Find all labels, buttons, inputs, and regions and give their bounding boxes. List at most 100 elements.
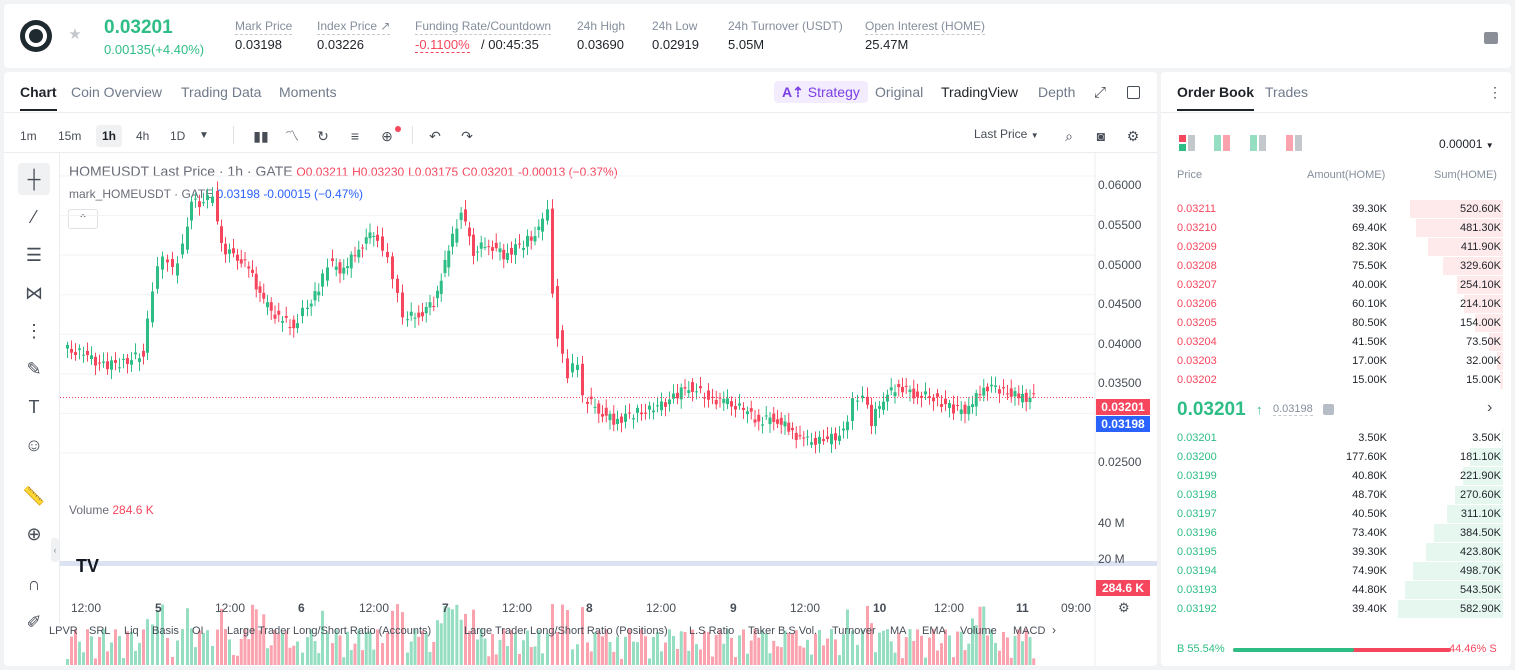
tab-original[interactable]: Original — [875, 84, 924, 100]
mid-mark-price[interactable]: 0.03198 — [1273, 403, 1313, 416]
indicator-button[interactable]: SRL — [89, 625, 111, 637]
indicator-button[interactable]: LPVR — [49, 625, 78, 637]
indicators-icon[interactable]: 〽 — [285, 128, 299, 144]
tab-chart[interactable]: Chart — [20, 84, 57, 111]
indicator-button[interactable]: Volume — [960, 625, 997, 637]
tab-order-book[interactable]: Order Book — [1177, 84, 1255, 111]
tab-trades[interactable]: Trades — [1265, 84, 1309, 100]
indicator-button[interactable]: Large Trader Long/Short Ratio (Accounts) — [227, 625, 432, 637]
indicator-button[interactable]: L.S Ratio — [689, 625, 735, 637]
trendline-icon[interactable]: ⁄ — [32, 207, 36, 227]
ask-row[interactable]: 0.03204 41.50K 73.50K — [1161, 333, 1511, 352]
bid-row[interactable]: 0.03196 73.40K 384.50K — [1161, 524, 1511, 543]
ask-row[interactable]: 0.03206 60.10K 214.10K — [1161, 295, 1511, 314]
magnet-icon[interactable]: ∩ — [27, 574, 41, 594]
volume-bar — [82, 652, 85, 665]
tab-coin-overview[interactable]: Coin Overview — [71, 84, 163, 100]
redo-icon[interactable]: ↷ — [461, 128, 473, 144]
indicator-button[interactable]: OI — [192, 625, 204, 637]
indicator-button[interactable]: Large Trader Long/Short Ratio (Positions… — [464, 625, 668, 637]
volume-bar — [604, 629, 608, 665]
prediction-icon[interactable]: ⋮ — [25, 321, 43, 341]
collapse-tools-icon[interactable]: ‹ — [51, 538, 59, 562]
volume-bar — [301, 652, 304, 665]
chevron-right-icon[interactable]: › — [1487, 399, 1493, 416]
ask-row[interactable]: 0.03209 82.30K 411.90K — [1161, 238, 1511, 257]
bid-row[interactable]: 0.03200 177.60K 181.10K — [1161, 448, 1511, 467]
brush-icon[interactable]: ✎ — [26, 359, 42, 379]
camera-icon[interactable]: ◙ — [1096, 128, 1106, 144]
candle-body — [518, 243, 521, 245]
zoom-in-icon[interactable]: ⊕ — [26, 524, 42, 544]
templates-icon[interactable]: ≡ — [350, 128, 360, 144]
book-icon[interactable] — [1484, 32, 1498, 44]
bid-row[interactable]: 0.03197 40.50K 311.10K — [1161, 505, 1511, 524]
expand-icon[interactable]: ⤢ — [1094, 84, 1107, 101]
replay-icon[interactable]: ↻ — [317, 128, 329, 144]
indicator-button[interactable]: Taker B.S Vol. — [748, 625, 818, 637]
indicator-button[interactable]: MACD — [1013, 625, 1046, 637]
tf-15m[interactable]: 15m — [58, 129, 82, 143]
ask-row[interactable]: 0.03205 80.50K 154.00K — [1161, 314, 1511, 333]
mark-price-label[interactable]: Mark Price — [235, 19, 293, 35]
emoji-icon[interactable]: ☺ — [24, 435, 44, 455]
pattern-icon[interactable]: ⋈ — [25, 283, 43, 303]
candlestick-chart[interactable] — [60, 153, 1157, 666]
bid-row[interactable]: 0.03193 44.80K 543.50K — [1161, 581, 1511, 600]
bid-row[interactable]: 0.03195 39.30K 423.80K — [1161, 543, 1511, 562]
bid-row[interactable]: 0.03201 3.50K 3.50K — [1161, 429, 1511, 448]
tf-1d[interactable]: 1D — [170, 129, 186, 143]
crosshair-icon[interactable]: ┼ — [18, 163, 50, 195]
candles-icon[interactable]: ▮▮ — [253, 128, 269, 144]
tf-1h[interactable]: 1h — [96, 125, 123, 147]
indicator-button[interactable]: Basis — [152, 625, 179, 637]
text-icon[interactable]: T — [28, 397, 40, 417]
collapse-legend-button[interactable]: ⌃ — [68, 209, 98, 229]
chart-settings-icon[interactable]: ⚙ — [1118, 600, 1130, 615]
tab-trading-data[interactable]: Trading Data — [181, 84, 262, 100]
fib-icon[interactable]: ☰ — [25, 245, 43, 265]
ratio-bar — [1233, 648, 1451, 652]
chevron-right-icon[interactable]: › — [1052, 623, 1056, 637]
open-interest-label[interactable]: Open Interest (HOME) — [865, 19, 986, 35]
ask-row[interactable]: 0.03211 39.30K 520.60K — [1161, 200, 1511, 219]
bid-row[interactable]: 0.03199 40.80K 221.90K — [1161, 467, 1511, 486]
funding-rate-label[interactable]: Funding Rate/Countdown — [415, 19, 552, 35]
add-alert-icon[interactable]: ⊕ — [381, 128, 393, 144]
tf-4h[interactable]: 4h — [136, 129, 150, 143]
favorite-star-icon[interactable]: ★ — [68, 26, 82, 43]
strategy-button[interactable]: A⇡ Strategy — [774, 81, 868, 103]
index-price-label[interactable]: Index Price ↗ — [317, 19, 391, 35]
bid-row[interactable]: 0.03198 48.70K 270.60K — [1161, 486, 1511, 505]
more-icon[interactable]: ⋮ — [1488, 84, 1502, 100]
window-icon[interactable] — [1127, 86, 1140, 99]
ruler-icon[interactable]: 📏 — [22, 486, 46, 506]
indicator-button[interactable]: Liq — [124, 625, 139, 637]
ask-row[interactable]: 0.03207 40.00K 254.10K — [1161, 276, 1511, 295]
tab-moments[interactable]: Moments — [279, 84, 337, 100]
pencil-lock-icon[interactable]: ✐ — [26, 612, 42, 632]
gear-icon[interactable]: ⚙ — [1126, 128, 1140, 144]
indicator-button[interactable]: MA — [890, 625, 907, 637]
view-asks-icon[interactable] — [1286, 135, 1302, 151]
ask-row[interactable]: 0.03208 75.50K 329.60K — [1161, 257, 1511, 276]
ask-row[interactable]: 0.03203 17.00K 32.00K — [1161, 352, 1511, 371]
view-split-icon[interactable] — [1214, 135, 1230, 151]
indicator-button[interactable]: Turnover — [832, 625, 876, 637]
undo-icon[interactable]: ↶ — [429, 128, 441, 144]
ask-row[interactable]: 0.03202 15.00K 15.00K — [1161, 371, 1511, 390]
search-icon[interactable]: ⌕ — [1065, 128, 1073, 144]
bid-row[interactable]: 0.03194 74.90K 498.70K — [1161, 562, 1511, 581]
indicator-button[interactable]: EMA — [922, 625, 946, 637]
ask-row[interactable]: 0.03210 69.40K 481.30K — [1161, 219, 1511, 238]
tab-depth[interactable]: Depth — [1038, 84, 1076, 100]
time-tick: 12:00 — [71, 601, 102, 615]
chevron-down-icon[interactable]: ▼ — [199, 130, 209, 141]
price-type-select[interactable]: Last Price ▼ — [974, 127, 1039, 141]
tf-1m[interactable]: 1m — [20, 129, 37, 143]
tab-tradingview[interactable]: TradingView — [941, 84, 1019, 100]
view-bids-icon[interactable] — [1250, 135, 1266, 151]
view-both-icon[interactable] — [1179, 135, 1195, 151]
precision-select[interactable]: 0.00001 ▼ — [1439, 137, 1494, 151]
bid-row[interactable]: 0.03192 39.40K 582.90K — [1161, 600, 1511, 619]
